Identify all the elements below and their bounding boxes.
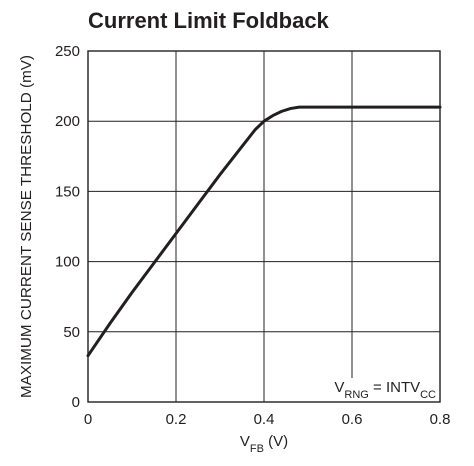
- plot-frame: [87, 50, 441, 403]
- x-tick-label: 0.8: [430, 411, 451, 428]
- grid: [88, 51, 440, 402]
- y-tick-label: 100: [55, 254, 80, 271]
- y-tick-label: 0: [72, 394, 80, 411]
- y-tick-label: 150: [55, 183, 80, 200]
- series-line: [86, 105, 442, 358]
- x-axis-label: VFB (V): [240, 433, 288, 455]
- y-tick-labels: 0 50 100 150 200 250: [55, 43, 80, 411]
- x-tick-labels: 0 0.2 0.4 0.6 0.8: [84, 411, 451, 428]
- annotation-background: [330, 378, 439, 402]
- y-tick-label: 250: [55, 43, 80, 60]
- x-tick-label: 0: [84, 411, 92, 428]
- x-tick-label: 0.4: [254, 411, 275, 428]
- y-tick-label: 50: [63, 324, 80, 341]
- y-axis-label: MAXIMUM CURRENT SENSE THRESHOLD (mV): [18, 55, 35, 398]
- x-tick-label: 0.6: [342, 411, 363, 428]
- condition-annotation: VRNG = INTVCC: [334, 379, 436, 401]
- y-tick-label: 200: [55, 113, 80, 130]
- series-group: [86, 105, 442, 358]
- x-tick-label: 0.2: [166, 411, 187, 428]
- chart-title: Current Limit Foldback: [88, 8, 330, 33]
